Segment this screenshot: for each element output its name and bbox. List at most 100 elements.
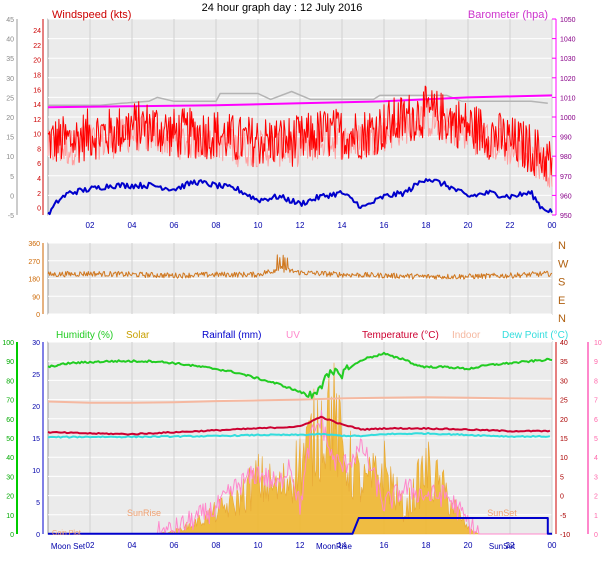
astronomy-events: SunRise SunSet Gain Plot Moon Set MoonRise Su… (51, 508, 517, 551)
dewpoint-line (47, 431, 551, 439)
wind-gust-line (47, 85, 553, 182)
gray-tick-label: -5 (8, 213, 14, 220)
x-tick-label: 16 (380, 541, 389, 550)
x-tick-label: 22 (506, 221, 515, 230)
legend-item: Rainfall (mm) (202, 330, 261, 341)
x-tick-label: 04 (128, 221, 137, 230)
humidity-tick-label: 100 (2, 340, 14, 347)
x-tick-label: 20 (464, 541, 473, 550)
red-tick-label: 14 (33, 102, 41, 109)
windspeed-legend: Windspeed (kts) (52, 9, 131, 21)
degree-tick-label: 90 (32, 294, 40, 301)
uv-tick-label: 5 (594, 436, 598, 443)
wind-series (47, 85, 553, 216)
red-tick-label: 2 (37, 191, 41, 198)
degree-tick-label: 360 (28, 241, 40, 248)
x-tick-label: 00 (548, 541, 557, 550)
x-tick-label: 10 (254, 541, 263, 550)
uv-tick-label: 10 (594, 340, 602, 347)
humidity-axis: 0 10 20 30 40 50 60 70 80 90 100 (2, 340, 18, 539)
x-tick-label: 10 (254, 221, 263, 230)
uv-tick-label: 9 (594, 359, 598, 366)
wind-average-line (47, 178, 553, 216)
rain-tick-label: 15 (32, 436, 40, 443)
barometer-tick-label: 1000 (560, 115, 576, 122)
uv-tick-label: 4 (594, 455, 598, 462)
red-tick-label: 12 (33, 117, 41, 124)
x-tick-label: 02 (86, 541, 95, 550)
x-tick-label: 22 (506, 541, 515, 550)
red-tick-label: 22 (33, 43, 41, 50)
humidity-tick-label: 60 (6, 417, 14, 424)
temperature-tick-label: 30 (560, 378, 568, 385)
uv-tick-label: 2 (594, 494, 598, 501)
legend-item: Humidity (%) (56, 330, 113, 341)
barometer-tick-label: 1040 (560, 37, 576, 44)
uv-tick-label: 8 (594, 378, 598, 385)
legend-item: Temperature (°C) (362, 330, 439, 341)
temperature-line (47, 415, 551, 436)
legend-item: UV (286, 330, 300, 341)
x-tick-label: 06 (170, 221, 179, 230)
red-tick-label: 0 (37, 206, 41, 213)
barometer-tick-label: 980 (560, 154, 572, 161)
compass-label: S (558, 277, 565, 289)
x-tick-label: 00 (548, 221, 557, 230)
rain-tick-label: 0 (36, 532, 40, 539)
temperature-tick-label: 15 (560, 436, 568, 443)
gray-tick-label: 25 (6, 95, 14, 102)
direction-degree-axis: 0 90 180 270 360 (28, 241, 44, 319)
gray-tick-label: 15 (6, 135, 14, 142)
barometer-line (47, 94, 553, 109)
rain-tick-label: 30 (32, 340, 40, 347)
legend-item: Solar (126, 330, 150, 341)
x-tick-label: 04 (128, 541, 137, 550)
degree-tick-label: 270 (28, 259, 40, 266)
red-tick-label: 16 (33, 87, 41, 94)
barometer-tick-label: 1030 (560, 56, 576, 63)
temperature-tick-label: 20 (560, 417, 568, 424)
wind-speed-secondary-line (47, 101, 553, 188)
indoor-line (47, 396, 553, 404)
uv-tick-label: 6 (594, 417, 598, 424)
barometer-tick-label: 1050 (560, 17, 576, 24)
gray-tick-label: 40 (6, 37, 14, 44)
degree-tick-label: 0 (36, 312, 40, 319)
barometer-legend: Barometer (hpa) (468, 9, 548, 21)
humidity-tick-label: 50 (6, 436, 14, 443)
barometer-tick-label: 960 (560, 193, 572, 200)
temperature-tick-label: 0 (560, 494, 564, 501)
wind-x-axis: 02 04 06 08 10 12 14 16 18 20 22 00 (86, 221, 557, 230)
environment-series (47, 351, 553, 535)
direction-series (47, 254, 553, 280)
rain-tick-label: 5 (36, 500, 40, 507)
x-tick-label: 08 (212, 221, 221, 230)
x-tick-label: 02 (86, 221, 95, 230)
humidity-tick-label: 10 (6, 513, 14, 520)
temperature-tick-label: 5 (560, 474, 564, 481)
red-tick-label: 10 (33, 132, 41, 139)
humidity-tick-label: 40 (6, 455, 14, 462)
gray-tick-label: 10 (6, 154, 14, 161)
humidity-tick-label: 30 (6, 474, 14, 481)
compass-label: E (558, 295, 565, 307)
barometer-tick-label: 990 (560, 135, 572, 142)
environment-legend: Humidity (%) Solar Rainfall (mm) UV Temperat… (56, 330, 568, 341)
temperature-tick-label: -5 (560, 513, 566, 520)
x-tick-label: 12 (296, 221, 305, 230)
barometer-tick-label: 970 (560, 174, 572, 181)
uv-tick-label: 0 (594, 532, 598, 539)
degree-tick-label: 180 (28, 277, 40, 284)
rainfall-line (48, 517, 552, 535)
gray-tick-label: 45 (6, 17, 14, 24)
environment-x-axis: 02 04 06 08 10 12 14 16 18 20 22 00 (86, 541, 557, 550)
red-tick-label: 18 (33, 72, 41, 79)
humidity-tick-label: 80 (6, 378, 14, 385)
temperature-tick-label: 10 (560, 455, 568, 462)
barometer-tick-label: 950 (560, 213, 572, 220)
gray-tick-label: 35 (6, 56, 14, 63)
